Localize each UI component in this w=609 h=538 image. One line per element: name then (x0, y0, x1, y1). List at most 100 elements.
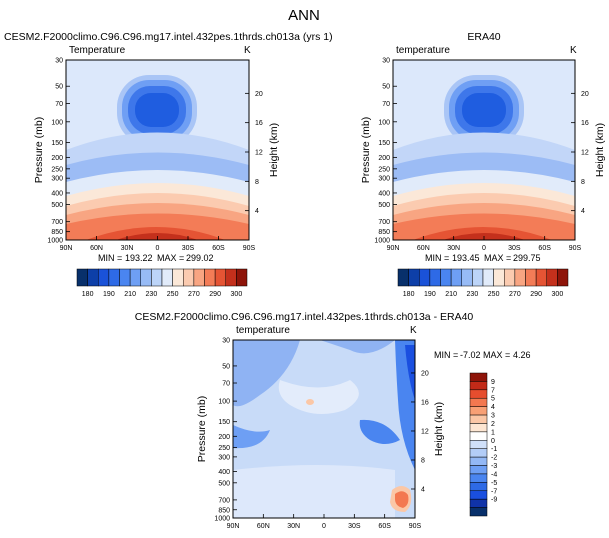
difference-colorbar-label: 7 (491, 387, 495, 394)
obs-y2tick-label: 4 (581, 208, 585, 215)
model-max-value: 299.02 (186, 253, 214, 263)
model-ytick-label: 70 (55, 101, 63, 108)
model-plot-area (65, 59, 250, 241)
diff-ylabel: Pressure (mb) (196, 396, 208, 463)
diff-y2tick-label: 12 (421, 428, 429, 435)
model-y2tick-label: 12 (255, 150, 263, 157)
diff-max-value: 4.26 (513, 350, 531, 360)
temperature-colorbar-swatch (514, 268, 526, 287)
difference-colorbar-swatch (469, 473, 488, 483)
obs-pressure-axis: 30 50 70 100 150 200 250 300 400 500 700 850 1000 (374, 58, 397, 245)
diff-ytick-label: 50 (222, 363, 230, 370)
model-ytick-label: 300 (51, 176, 63, 183)
temperature-colorbar-label: 190 (424, 291, 436, 298)
model-y2tick-label: 16 (255, 120, 263, 127)
model-ylabel: Pressure (mb) (33, 117, 45, 184)
diff-ytick-label: 30 (222, 338, 230, 345)
diff-units-label: K (410, 325, 417, 336)
obs-xtick-label: 90N (387, 245, 400, 252)
difference-colorbar-swatch (469, 498, 488, 508)
diff-xtick-label: 90N (227, 523, 240, 530)
diff-contour-band (320, 340, 395, 354)
obs-ytick-label: 200 (378, 155, 390, 162)
model-field-label: Temperature (69, 45, 126, 56)
model-xtick-label: 90N (60, 245, 73, 252)
obs-panel-title: ERA40 (467, 31, 500, 43)
diff-ytick-label: 700 (218, 497, 230, 504)
temperature-colorbar-swatch (450, 268, 462, 287)
obs-ytick-label: 400 (378, 190, 390, 197)
model-y2tick-label: 4 (255, 208, 259, 215)
difference-colorbar-swatch (469, 423, 488, 433)
diff-panel-title: CESM2.F2000climo.C96.C96.mg17.intel.432p… (135, 311, 474, 323)
model-panel-title: CESM2.F2000climo.C96.C96.mg17.intel.432p… (4, 31, 333, 43)
temperature-colorbar-swatch (557, 268, 569, 287)
diff-contour-band (359, 419, 400, 444)
temperature-colorbar-swatch (119, 268, 131, 287)
diff-contour-band (233, 425, 270, 449)
diff-xtick-label: 30S (348, 523, 361, 530)
temperature-colorbar-swatch (129, 268, 141, 287)
difference-colorbar-swatch (469, 414, 488, 424)
temperature-colorbar-label: 230 (467, 291, 479, 298)
diff-field-label: temperature (236, 325, 290, 336)
diff-contour-band (278, 380, 359, 414)
obs-min-label: MIN = (425, 253, 449, 263)
difference-colorbar-label: -1 (491, 446, 497, 453)
model-y2tick-label: 20 (255, 91, 263, 98)
diff-min-value: -7.02 (460, 350, 481, 360)
model-ytick-label: 700 (51, 219, 63, 226)
model-xtick-label: 0 (156, 245, 160, 252)
obs-ytick-label: 250 (378, 166, 390, 173)
temperature-colorbar-swatch (76, 268, 88, 287)
diff-ytick-label: 250 (218, 445, 230, 452)
diff-y2tick-label: 4 (421, 486, 425, 493)
model-contour-band (116, 233, 198, 240)
temperature-colorbar-swatch (546, 268, 558, 287)
diff-y2tick-label: 16 (421, 399, 429, 406)
difference-colorbar-label: 1 (491, 429, 495, 436)
obs-y2tick-label: 8 (581, 179, 585, 186)
model-ytick-label: 1000 (47, 238, 63, 245)
difference-colorbar-label: 0 (491, 438, 495, 445)
obs-units-label: K (570, 45, 577, 56)
obs-ytick-label: 700 (378, 219, 390, 226)
model-xtick-label: 60N (90, 245, 103, 252)
model-xtick-label: 90S (243, 245, 256, 252)
temperature-colorbar-label: 210 (124, 291, 136, 298)
diff-contour-band (233, 465, 395, 518)
obs-xtick-label: 60N (417, 245, 430, 252)
diff-plot-area (232, 339, 416, 519)
model-xtick-label: 30S (182, 245, 195, 252)
temperature-colorbar-label: 250 (167, 291, 179, 298)
temperature-colorbar-swatch (482, 268, 494, 287)
obs-xtick-label: 90S (569, 245, 582, 252)
difference-colorbar-label: -7 (491, 488, 497, 495)
obs-max-value: 299.75 (513, 253, 541, 263)
obs-ytick-label: 150 (378, 140, 390, 147)
difference-colorbar-swatch (469, 431, 488, 441)
model-xtick-label: 60S (212, 245, 225, 252)
obs-field-label: temperature (396, 45, 450, 56)
diff-latitude-axis: 90N 60N 30N 0 30S 60S 90S (227, 514, 422, 530)
temperature-colorbar-swatch (440, 268, 452, 287)
obs-contour-band (462, 93, 506, 127)
temperature-colorbar-swatch (225, 268, 237, 287)
temperature-colorbar-swatch (408, 268, 420, 287)
obs-y2tick-label: 20 (581, 91, 589, 98)
temperature-colorbar-swatch (87, 268, 99, 287)
difference-colorbar-label: 4 (491, 404, 495, 411)
temperature-colorbar-swatch (204, 268, 216, 287)
model-units-label: K (244, 45, 251, 56)
difference-colorbar-swatch (469, 372, 488, 382)
temperature-colorbar-swatch (419, 268, 431, 287)
obs-ytick-label: 70 (382, 101, 390, 108)
model-ytick-label: 500 (51, 202, 63, 209)
temperature-colorbar-label: 290 (209, 291, 221, 298)
diff-contour-band (395, 491, 409, 508)
figure-title: ANN (288, 7, 320, 24)
diff-ytick-label: 300 (218, 454, 230, 461)
diff-y2tick-label: 8 (421, 457, 425, 464)
diff-xtick-label: 60S (378, 523, 391, 530)
